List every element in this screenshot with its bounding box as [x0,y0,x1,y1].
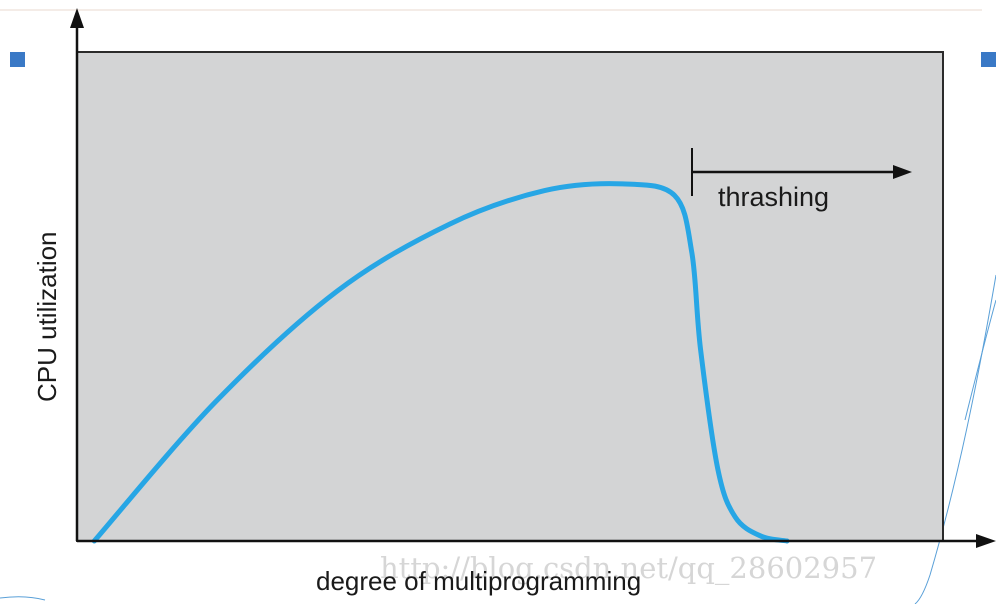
x-axis-label: degree of multiprogramming [316,566,641,596]
plot-background [76,51,944,542]
slide-decoration-curve [914,274,996,604]
slide-decoration-curve [0,596,46,601]
x-axis-arrow-head [976,534,996,548]
slide-decoration-curve [964,299,996,421]
y-axis-arrow-head [70,8,84,28]
cpu-utilization-curve [91,181,790,544]
watermark-text: http://blog.csdn.net/qq_28602957 [380,551,877,586]
thrashing-label: thrashing [718,182,829,212]
slide-bullet-right [981,52,996,67]
thrashing-arrow-head [893,165,912,179]
y-axis-label: CPU utilization [32,231,62,402]
slide-bullet-left [10,52,25,67]
